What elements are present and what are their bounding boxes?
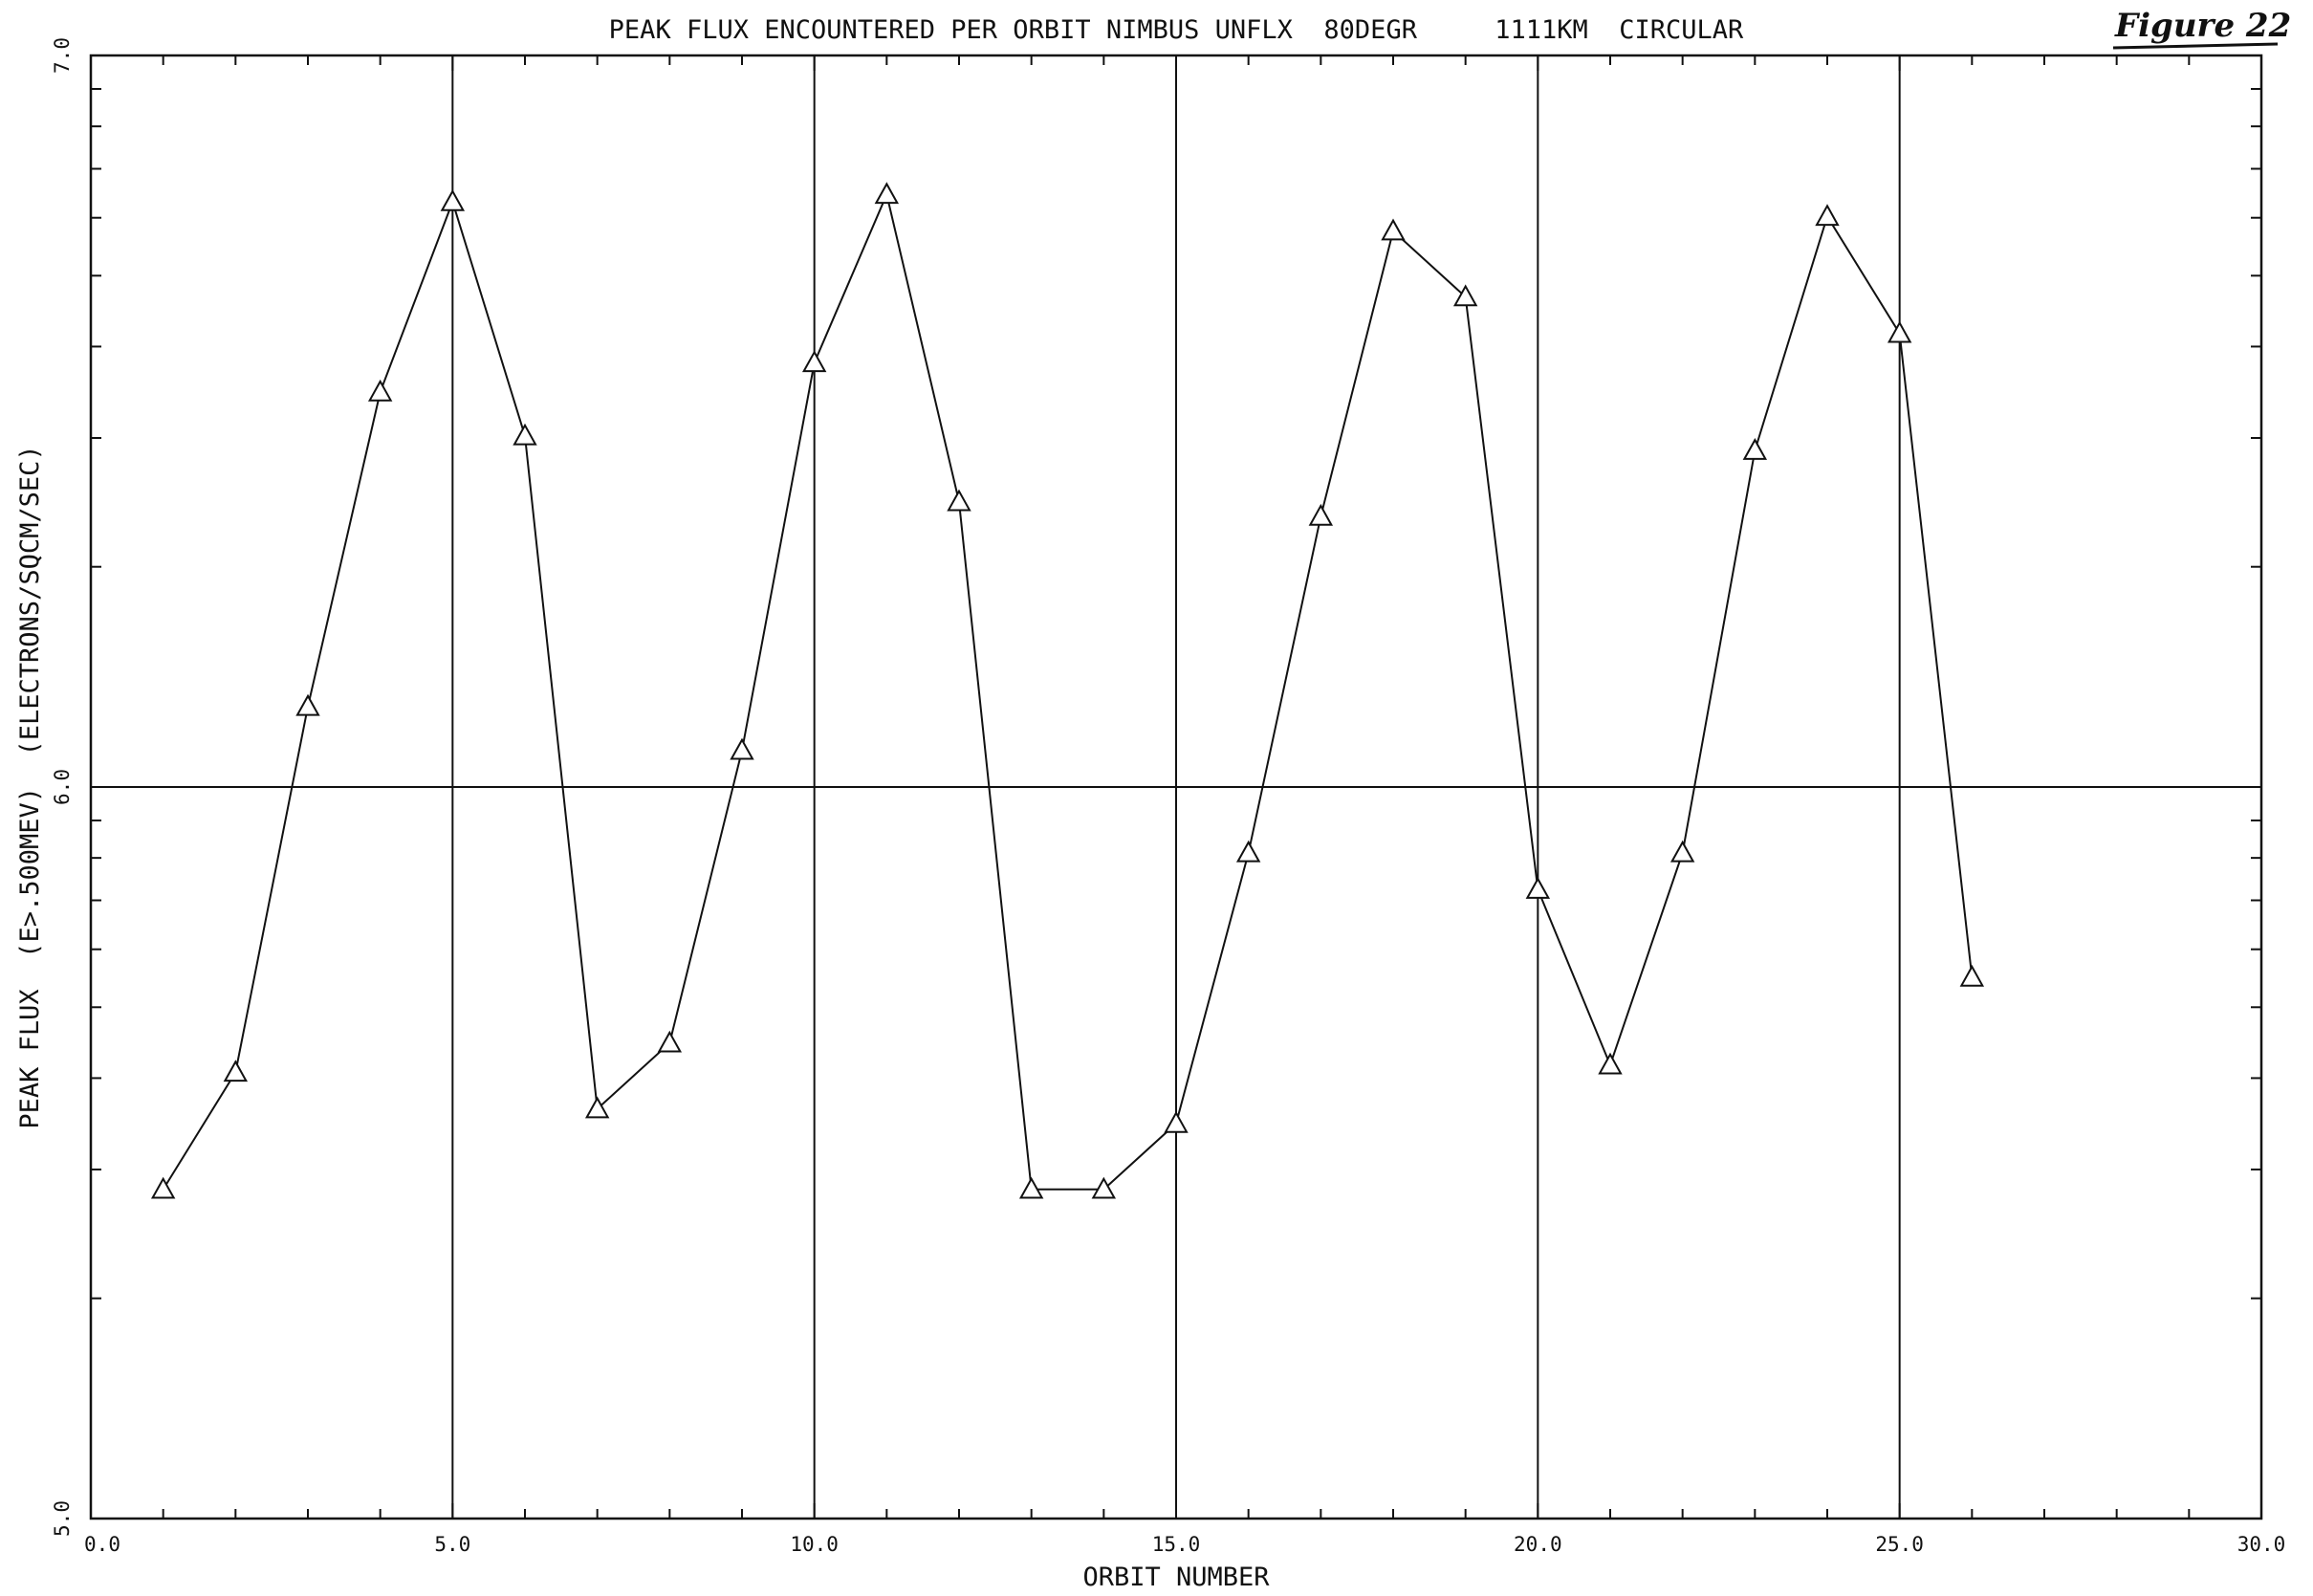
x-tick-label: 5.0	[434, 1533, 470, 1556]
x-tick-label: 20.0	[1514, 1533, 1562, 1556]
series-line-layer	[162, 191, 1974, 1191]
data-point-marker	[874, 182, 900, 205]
data-point-marker	[1959, 964, 1985, 987]
data-point-marker	[1091, 1176, 1117, 1199]
data-point-marker	[584, 1096, 610, 1119]
data-point-marker	[1525, 877, 1551, 899]
x-tick-label: 10.0	[790, 1533, 839, 1556]
series-line	[162, 191, 1974, 1191]
y-tick-label: 5.0	[51, 1500, 74, 1537]
x-tick-label: 30.0	[2237, 1533, 2286, 1556]
data-point-marker	[295, 693, 320, 716]
data-point-marker	[657, 1030, 683, 1053]
data-point-marker	[1452, 284, 1478, 307]
data-point-marker	[223, 1060, 249, 1082]
data-point-marker	[1669, 840, 1695, 863]
y-tick-label: 7.0	[51, 37, 74, 74]
data-point-marker	[1018, 1176, 1044, 1199]
data-point-marker	[1164, 1110, 1189, 1133]
x-axis-label: ORBIT NUMBER	[1082, 1563, 1270, 1592]
data-point-marker	[1235, 840, 1261, 863]
series-marker-layer	[150, 182, 1985, 1199]
y-axis-label: PEAK FLUX (E>.500MEV) (ELECTRONS/SQCM/SE…	[15, 445, 45, 1128]
figure-label-underline	[2112, 42, 2279, 50]
data-point-marker	[1887, 320, 1912, 343]
data-point-marker	[947, 489, 971, 512]
data-point-marker	[513, 423, 537, 446]
data-point-marker	[730, 737, 754, 760]
data-point-marker	[801, 350, 827, 373]
y-tick-label: 6.0	[51, 769, 74, 805]
x-tick-label: 15.0	[1152, 1533, 1201, 1556]
data-point-marker	[367, 379, 393, 402]
x-tick-label: 0.0	[84, 1533, 120, 1556]
data-point-marker	[1598, 1052, 1623, 1075]
figure-label: Figure 22	[2114, 7, 2291, 45]
axis-ticks	[90, 55, 2262, 1519]
grid-lines	[91, 55, 2261, 1519]
data-point-marker	[150, 1176, 176, 1199]
data-point-marker	[1815, 204, 1840, 227]
data-point-marker	[1381, 218, 1406, 241]
data-point-marker	[1742, 438, 1768, 460]
tick-labels: 0.0 5.0 10.0 15.0 20.0 25.0 30.0 5.0 6.0 7.0	[51, 37, 2285, 1556]
chart-title: PEAK FLUX ENCOUNTERED PER ORBIT NIMBUS U…	[609, 15, 1744, 45]
x-tick-label: 25.0	[1875, 1533, 1924, 1556]
data-point-marker	[440, 188, 466, 211]
data-point-marker	[1308, 503, 1334, 526]
